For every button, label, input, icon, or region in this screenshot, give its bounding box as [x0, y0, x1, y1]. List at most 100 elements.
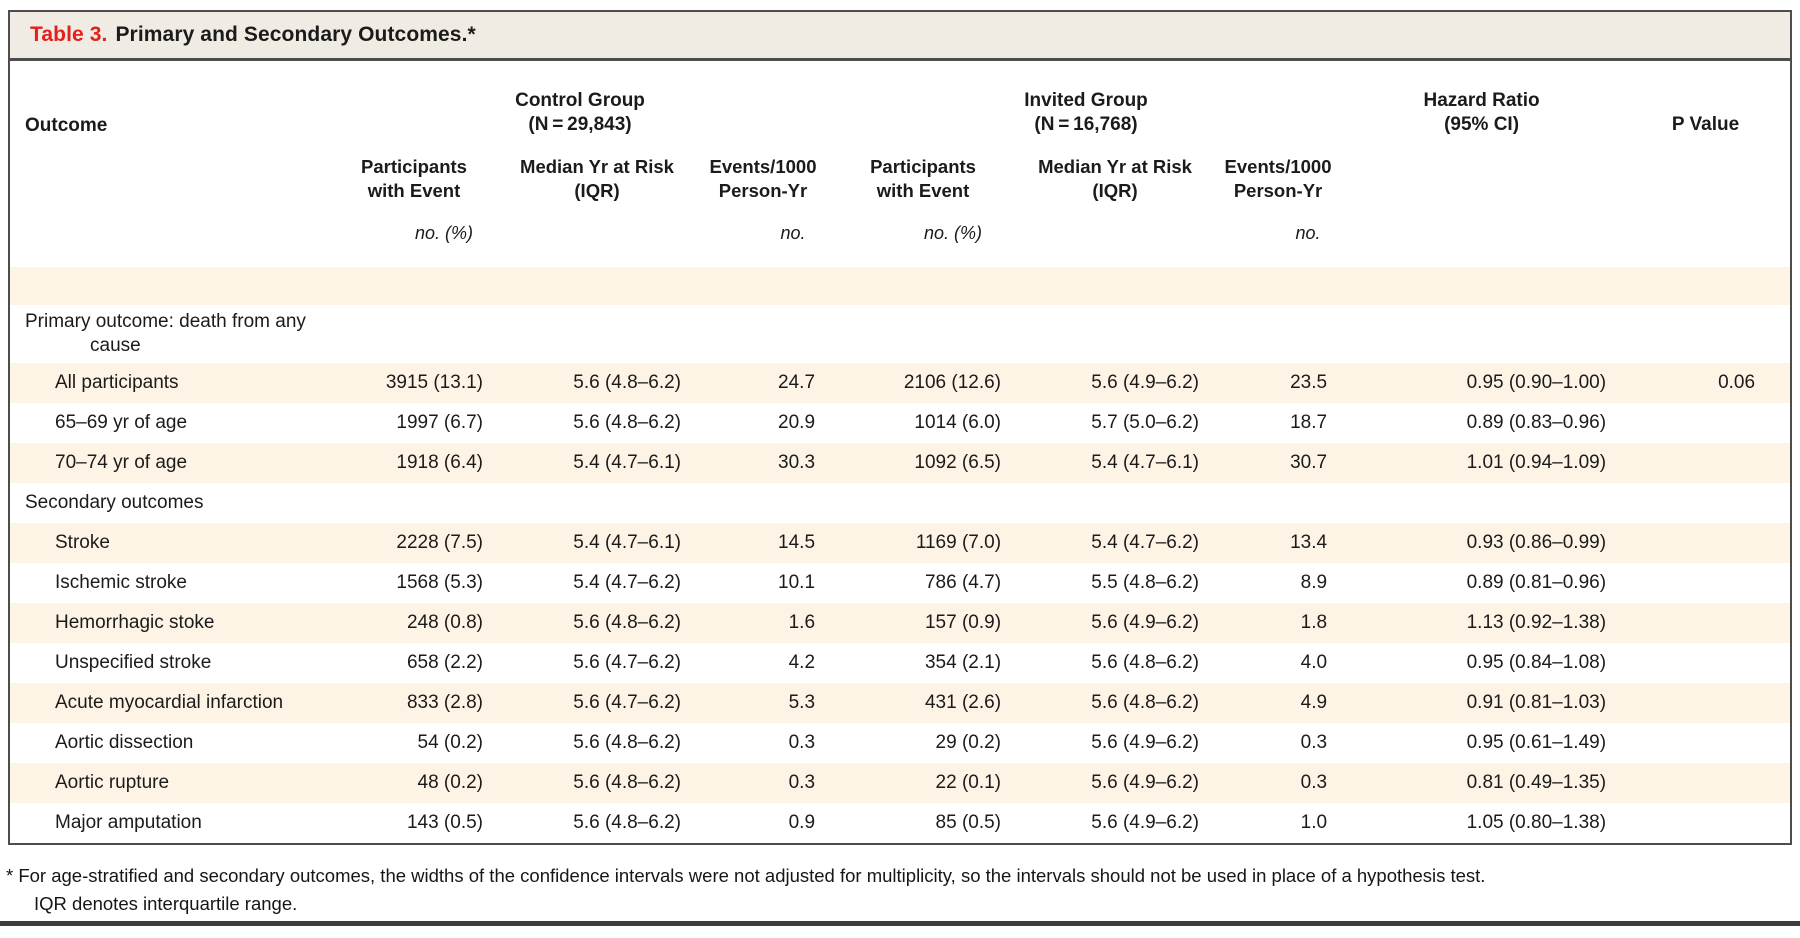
table-number-label: Table 3.	[30, 23, 108, 46]
cell-control-median	[498, 267, 696, 305]
cell-control-participants	[330, 305, 498, 363]
invited-participants-header: Participants with Event	[870, 156, 976, 201]
cell-p-value	[1621, 563, 1790, 603]
cell-invited-median	[1016, 483, 1214, 523]
cell-invited-median: 5.6 (4.8–6.2)	[1091, 692, 1200, 713]
cell-invited-participants: 1092 (6.5)	[914, 452, 1002, 473]
cell-invited-median: 5.6 (4.9–6.2)	[1091, 812, 1200, 833]
cell-p-value	[1621, 763, 1790, 803]
cell-invited-median	[1016, 267, 1214, 305]
hazard-ratio-subheader-spacer	[1342, 137, 1621, 205]
outcome-label: Primary outcome: death from any cause	[25, 311, 306, 356]
outcome-label: Aortic rupture	[55, 772, 170, 793]
cell-invited-median: 5.6 (4.9–6.2)	[1091, 732, 1200, 753]
cell-control-events: 30.3	[778, 452, 816, 473]
cell-hazard-ratio: 0.93 (0.86–0.99)	[1466, 532, 1607, 553]
control-events-header: Events/1000 Person-Yr	[709, 156, 817, 201]
cell-hazard-ratio	[1342, 483, 1621, 523]
cell-p-value	[1621, 683, 1790, 723]
control-participants-units: no. (%)	[414, 223, 474, 243]
control-group-n: (N = 29,843)	[528, 114, 632, 135]
table-row: Unspecified stroke 658 (2.2) 5.6 (4.7–6.…	[10, 643, 1790, 683]
outcome-label: 65–69 yr of age	[55, 412, 188, 433]
cell-control-median	[498, 483, 696, 523]
cell-invited-participants: 1014 (6.0)	[914, 412, 1002, 433]
cell-hazard-ratio: 0.81 (0.49–1.35)	[1466, 772, 1607, 793]
invited-group-header: Invited Group (N = 16,768)	[830, 61, 1342, 137]
cell-control-participants	[330, 267, 498, 305]
table-row: Aortic rupture 48 (0.2) 5.6 (4.8–6.2) 0.…	[10, 763, 1791, 803]
cell-invited-median: 5.7 (5.0–6.2)	[1091, 412, 1200, 433]
cell-hazard-ratio	[1342, 305, 1621, 363]
cell-hazard-ratio: 0.95 (0.84–1.08)	[1466, 652, 1607, 673]
cell-invited-events: 13.4	[1290, 532, 1328, 553]
cell-invited-participants	[830, 305, 1016, 363]
group-header-row: Outcome Control Group (N = 29,843) Invit…	[10, 61, 1790, 137]
cell-control-median: 5.6 (4.8–6.2)	[573, 612, 681, 633]
cell-control-participants: 2228 (7.5)	[396, 532, 483, 553]
cell-control-median: 5.6 (4.7–6.2)	[573, 652, 681, 673]
cell-invited-events	[1214, 305, 1342, 363]
cell-control-participants: 3915 (13.1)	[385, 372, 483, 393]
outcome-label: Hemorrhagic stoke	[55, 612, 215, 633]
outcome-subheader-spacer	[10, 137, 330, 205]
control-events-units: no.	[780, 223, 806, 243]
p-value-header: P Value	[1671, 114, 1740, 135]
cell-control-median: 5.4 (4.7–6.1)	[573, 452, 681, 473]
cell-hazard-ratio: 0.95 (0.90–1.00)	[1466, 372, 1607, 393]
cell-p-value	[1621, 723, 1790, 763]
footnote-line-1: * For age-stratified and secondary outco…	[6, 865, 1486, 886]
cell-invited-participants: 29 (0.2)	[935, 732, 1002, 753]
cell-p-value	[1621, 267, 1790, 305]
cell-invited-median: 5.6 (4.9–6.2)	[1091, 372, 1200, 393]
cell-control-median: 5.6 (4.8–6.2)	[573, 412, 681, 433]
table-row: Hemorrhagic stoke 248 (0.8) 5.6 (4.8–6.2…	[10, 603, 1791, 643]
cell-control-participants: 658 (2.2)	[406, 652, 483, 673]
p-value-subheader-spacer	[1621, 137, 1790, 205]
cell-p-value	[1621, 523, 1790, 563]
cell-invited-median: 5.4 (4.7–6.1)	[1091, 452, 1200, 473]
cell-p-value	[1621, 305, 1790, 363]
cell-p-value	[1621, 483, 1790, 523]
cell-invited-participants: 22 (0.1)	[935, 772, 1002, 793]
cell-invited-median	[1016, 305, 1214, 363]
cell-invited-events: 4.0	[1300, 652, 1328, 673]
outcome-label: Acute myocardial infarction	[55, 692, 284, 713]
cell-hazard-ratio: 1.01 (0.94–1.09)	[1466, 452, 1607, 473]
cell-control-events: 10.1	[778, 572, 816, 593]
cell-control-events: 0.9	[788, 812, 816, 833]
cell-invited-participants	[830, 483, 1016, 523]
table-row: 65–69 yr of age 1997 (6.7) 5.6 (4.8–6.2)…	[10, 403, 1790, 443]
table-row: All participants 3915 (13.1) 5.6 (4.8–6.…	[10, 363, 1791, 403]
cell-control-events: 5.3	[788, 692, 816, 713]
cell-invited-events: 18.7	[1290, 412, 1328, 433]
outcomes-table-frame: Table 3. Primary and Secondary Outcomes.*…	[8, 10, 1792, 845]
invited-events-units: no.	[1295, 223, 1321, 243]
cell-control-median: 5.6 (4.8–6.2)	[573, 732, 681, 753]
cell-p-value	[1621, 603, 1790, 643]
subheader-row: Participants with Event Median Yr at Ris…	[10, 137, 1790, 205]
cell-control-participants: 54 (0.2)	[417, 732, 483, 753]
cell-control-events: 24.7	[778, 372, 816, 393]
cell-invited-events: 1.0	[1300, 812, 1328, 833]
cell-control-participants: 1997 (6.7)	[396, 412, 483, 433]
table-row: Stroke 2228 (7.5) 5.4 (4.7–6.1) 14.5 116…	[10, 523, 1791, 563]
cell-hazard-ratio: 0.91 (0.81–1.03)	[1466, 692, 1607, 713]
outcome-label: 70–74 yr of age	[55, 452, 188, 473]
cell-p-value	[1621, 443, 1790, 483]
outcome-label: Ischemic stroke	[55, 572, 187, 593]
outcome-label: Major amputation	[55, 812, 202, 833]
cell-control-median: 5.6 (4.7–6.2)	[573, 692, 681, 713]
cell-control-events	[696, 305, 830, 363]
invited-median-header: Median Yr at Risk (IQR)	[1038, 156, 1192, 201]
outcome-column-header: Outcome	[25, 115, 108, 136]
cell-control-events: 4.2	[788, 652, 816, 673]
cell-control-participants	[330, 483, 498, 523]
cell-invited-events: 30.7	[1290, 452, 1328, 473]
cell-control-median: 5.4 (4.7–6.1)	[573, 532, 681, 553]
cell-control-events: 20.9	[778, 412, 816, 433]
cell-invited-events	[1214, 267, 1342, 305]
control-group-header: Control Group (N = 29,843)	[330, 61, 830, 137]
control-participants-header: Participants with Event	[361, 156, 467, 201]
cell-invited-median: 5.5 (4.8–6.2)	[1091, 572, 1200, 593]
